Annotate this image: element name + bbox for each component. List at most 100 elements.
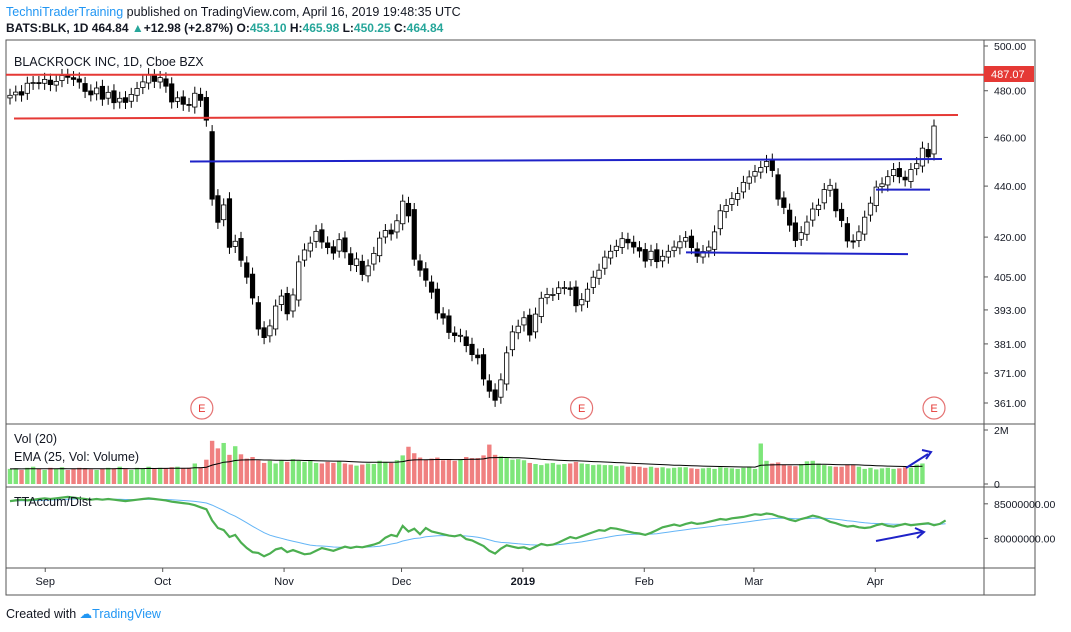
- candle-body: [365, 265, 371, 277]
- volume-bar: [920, 463, 925, 484]
- candle-body: [925, 149, 931, 158]
- volume-bar: [238, 454, 244, 484]
- volume-bar: [816, 463, 821, 484]
- candle-body: [890, 169, 897, 177]
- candle-body: [527, 314, 533, 336]
- candle-body: [723, 205, 729, 212]
- candle-body: [792, 222, 799, 241]
- change-value: +12.98 (+2.87%): [143, 21, 234, 35]
- candle-body: [197, 93, 204, 101]
- volume-bar: [140, 468, 146, 484]
- candle-body: [642, 249, 648, 262]
- candle-body: [902, 176, 908, 181]
- candle-body: [53, 81, 59, 86]
- candle-body: [301, 249, 308, 261]
- candle-body: [117, 97, 123, 103]
- volume-bar: [279, 460, 284, 484]
- volume-bar: [533, 464, 538, 484]
- volume-bar: [798, 464, 804, 484]
- time-axis-label: Oct: [154, 576, 171, 588]
- volume-bar: [735, 468, 740, 484]
- candle-body: [122, 97, 129, 103]
- candle-body: [804, 221, 810, 235]
- candle-body: [13, 91, 19, 96]
- volume-bar: [129, 469, 134, 484]
- volume-bar: [308, 460, 313, 484]
- candle-body: [504, 352, 510, 385]
- candle-body: [729, 198, 735, 205]
- candle-body: [226, 198, 233, 248]
- candle-body: [313, 230, 319, 242]
- candle-body: [521, 317, 527, 326]
- volume-bar: [336, 461, 342, 484]
- volume-bar: [65, 469, 70, 484]
- accum-trend-arrow-head: [914, 527, 926, 539]
- candle-body: [821, 189, 827, 204]
- resistance-line-mid: [13, 113, 959, 120]
- candle-body: [931, 125, 937, 155]
- volume-bar: [804, 461, 810, 484]
- earnings-marker: [190, 396, 214, 420]
- high-label: H:: [289, 21, 303, 35]
- volume-bars: [7, 440, 933, 484]
- volume-bar: [654, 467, 659, 484]
- candle-body: [70, 77, 77, 80]
- candle-body: [325, 242, 331, 248]
- candle-body: [24, 82, 30, 94]
- price-axis-label: 460.00: [994, 132, 1026, 144]
- candle-body: [486, 380, 492, 392]
- candle-body: [584, 288, 591, 302]
- candle-body: [417, 260, 423, 271]
- volume-bar: [227, 454, 232, 484]
- volume-bar: [683, 467, 688, 484]
- candle-body: [371, 252, 377, 265]
- candle-body: [515, 325, 521, 334]
- author-link[interactable]: TechniTraderTraining: [6, 5, 124, 19]
- candle-body: [446, 315, 452, 333]
- price-axis-label: 361.00: [994, 398, 1026, 410]
- volume-bar: [637, 466, 642, 484]
- candle-body: [140, 81, 146, 88]
- candle-body: [856, 231, 862, 241]
- volume-bar: [302, 461, 307, 484]
- candle-body: [394, 220, 400, 233]
- candle-body: [290, 294, 296, 312]
- price-axis-label: 500.00: [994, 41, 1026, 53]
- volume-bar: [521, 460, 527, 484]
- time-axis-label: Mar: [744, 576, 763, 588]
- volume-bar: [360, 464, 365, 484]
- candle-body: [908, 169, 914, 182]
- volume-bar: [666, 468, 671, 484]
- earnings-marker-label: E: [198, 403, 205, 415]
- candle-body: [706, 246, 712, 252]
- candle-body: [348, 253, 354, 265]
- volume-bar: [163, 468, 169, 484]
- tradingview-link[interactable]: TradingView: [92, 607, 161, 621]
- volume-bar: [591, 465, 596, 484]
- candle-body: [885, 176, 891, 186]
- volume-bar: [492, 454, 498, 484]
- candle-body: [353, 258, 360, 266]
- candle-body: [763, 161, 770, 168]
- candle-body: [879, 183, 885, 188]
- volume-bar: [648, 466, 654, 484]
- accum-dist-line: [9, 495, 947, 558]
- candle-body: [862, 216, 868, 235]
- support-line-upper: [189, 158, 943, 163]
- candle-body: [544, 294, 550, 299]
- volume-bar: [625, 466, 631, 484]
- candle-body: [550, 294, 556, 296]
- candle-body: [7, 94, 13, 99]
- footer: Created with ☁TradingView: [6, 606, 161, 621]
- time-axis-label: Nov: [274, 576, 294, 588]
- up-arrow-icon: ▲: [131, 21, 144, 35]
- volume-bar: [660, 467, 665, 484]
- volume-bar: [175, 466, 180, 484]
- volume-bar: [510, 459, 515, 484]
- candle-body: [428, 281, 435, 293]
- price-axis-label: 420.00: [994, 232, 1026, 244]
- volume-bar: [556, 464, 561, 484]
- volume-bar: [134, 467, 140, 484]
- candle-body: [163, 78, 169, 87]
